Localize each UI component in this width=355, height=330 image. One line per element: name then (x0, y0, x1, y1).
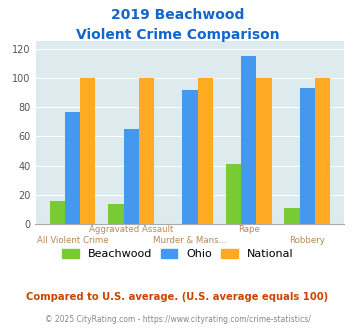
Legend: Beachwood, Ohio, National: Beachwood, Ohio, National (58, 244, 297, 263)
Bar (198, 78, 213, 224)
Text: © 2025 CityRating.com - https://www.cityrating.com/crime-statistics/: © 2025 CityRating.com - https://www.city… (45, 315, 310, 324)
Text: Compared to U.S. average. (U.S. average equals 100): Compared to U.S. average. (U.S. average … (26, 292, 329, 302)
Bar (315, 78, 330, 224)
Bar (65, 112, 80, 224)
Bar (300, 88, 315, 224)
Text: Murder & Mans...: Murder & Mans... (153, 236, 227, 245)
Bar (226, 164, 241, 224)
Text: Violent Crime Comparison: Violent Crime Comparison (76, 28, 279, 42)
Text: Rape: Rape (238, 225, 260, 234)
Bar (256, 78, 272, 224)
Text: All Violent Crime: All Violent Crime (37, 236, 108, 245)
Text: Robbery: Robbery (289, 236, 325, 245)
Bar (80, 78, 95, 224)
Text: Aggravated Assault: Aggravated Assault (89, 225, 173, 234)
Text: 2019 Beachwood: 2019 Beachwood (111, 8, 244, 22)
Bar (139, 78, 154, 224)
Bar (241, 56, 256, 224)
Bar (284, 208, 300, 224)
Bar (124, 129, 139, 224)
Bar (108, 204, 124, 224)
Bar (182, 90, 198, 224)
Bar (50, 201, 65, 224)
